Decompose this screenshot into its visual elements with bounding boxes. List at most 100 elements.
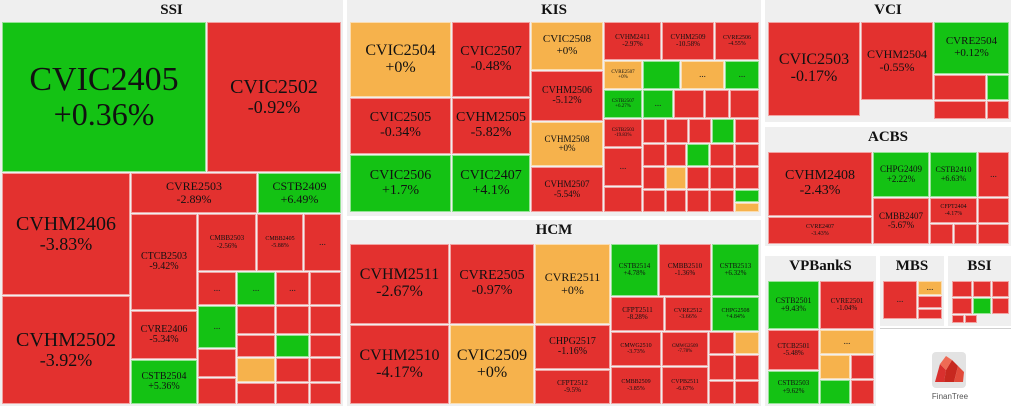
treemap-tile[interactable]: CVRE2407 -3.43% [768,217,872,244]
treemap-tile[interactable]: CVIC2507 -0.48% [452,22,530,97]
treemap-tile[interactable]: CVHM2504 -0.55% [861,22,933,100]
treemap-tile[interactable]: CSTB2513 +6.32% [712,244,759,296]
treemap-tile[interactable]: CVIC2407 +4.1% [452,155,530,212]
treemap-small-tile[interactable] [954,224,977,244]
treemap-small-tile[interactable] [710,144,734,166]
treemap-small-tile[interactable] [820,380,850,404]
treemap-small-tile[interactable] [666,167,686,189]
treemap-tile[interactable]: CSTB2514 +4.78% [611,244,658,296]
treemap-small-tile[interactable] [820,355,850,379]
treemap-small-tile[interactable] [276,306,309,334]
treemap-tile[interactable]: CVHM2506 -5.12% [531,71,603,121]
treemap-small-tile[interactable] [918,296,942,308]
treemap-small-tile[interactable] [237,358,275,382]
treemap-tile[interactable]: CVHM2406 -3.83% [2,173,130,295]
treemap-small-tile[interactable] [710,190,734,212]
treemap-small-tile[interactable] [276,358,309,382]
treemap-tile[interactable]: CMBB2405 -5.88% [257,214,303,271]
treemap-tile[interactable]: CTCB2503 -9.42% [131,214,197,310]
treemap-small-tile[interactable] [712,119,734,143]
treemap-small-tile[interactable] [709,381,734,404]
treemap-tile[interactable]: CVIC2509 +0% [450,325,534,404]
treemap-small-tile[interactable] [735,332,759,354]
treemap-tile[interactable]: CVIC2504 +0% [350,22,451,97]
treemap-tile[interactable]: CMBB2510 -1.36% [659,244,711,296]
treemap-tile[interactable]: CVRE2506 -4.55% [715,22,759,60]
treemap-tile[interactable]: CSTB2410 +6.63% [930,152,977,197]
treemap-small-tile[interactable] [310,358,341,382]
treemap-tile[interactable]: CVHM2411 -2.97% [604,22,661,60]
treemap-small-tile[interactable] [851,380,874,404]
treemap-small-tile[interactable] [604,187,642,212]
treemap-small-tile[interactable] [952,281,972,297]
treemap-small-tile[interactable] [687,144,709,166]
treemap-small-tile[interactable] [237,383,275,404]
treemap-small-tile[interactable] [930,224,953,244]
treemap-tile[interactable]: CVRE2512 -3.66% [665,297,711,331]
treemap-tile[interactable]: CTCB2501 -5.48% [768,330,819,370]
treemap-small-tile[interactable] [310,335,341,357]
treemap-small-tile[interactable] [730,90,759,118]
treemap-tile[interactable]: CVHM2505 -5.82% [452,98,530,154]
treemap-small-tile[interactable] [643,119,665,143]
treemap-small-tile[interactable] [934,75,986,100]
treemap-tile[interactable]: CVHM2509 -10.58% [662,22,714,60]
treemap-small-tile[interactable]: ... [643,90,673,118]
treemap-small-tile[interactable] [666,144,686,166]
treemap-tile[interactable]: CSTB2507 +6.27% [604,90,642,118]
treemap-small-tile[interactable]: ... [918,281,942,295]
treemap-tile[interactable]: CMBB2503 -2.56% [198,214,256,271]
treemap-tile[interactable]: CVIC2506 +1.7% [350,155,451,212]
treemap-small-tile[interactable]: ... [198,306,236,348]
treemap-small-tile[interactable]: ... [725,61,759,89]
treemap-small-tile[interactable] [643,190,665,212]
treemap-small-tile[interactable] [687,190,709,212]
treemap-small-tile[interactable] [643,61,680,89]
treemap-tile[interactable]: CSTB2503 +9.62% [768,371,819,404]
treemap-small-tile[interactable] [735,355,759,380]
treemap-small-tile[interactable] [643,144,665,166]
treemap-tile[interactable]: CFPT2511 -8.28% [611,297,664,331]
treemap-tile[interactable]: CFPT2404 -4.17% [930,198,977,223]
treemap-tile[interactable]: CVRE2511 +0% [535,244,610,324]
treemap-small-tile[interactable] [674,90,704,118]
treemap-small-tile[interactable] [918,309,942,319]
treemap-small-tile[interactable]: ... [681,61,724,89]
treemap-tile[interactable]: CSTB2409 +6.49% [258,173,341,213]
treemap-small-tile[interactable]: ... [604,148,642,186]
treemap-tile[interactable]: CVIC2503 -0.17% [768,22,860,116]
treemap-small-tile[interactable] [952,315,964,323]
treemap-tile[interactable]: CMWG2510 -3.73% [611,332,661,366]
treemap-tile[interactable]: CVIC2505 -0.34% [350,98,451,154]
treemap-tile[interactable]: CHPG2409 +2.22% [873,152,929,197]
treemap-small-tile[interactable] [978,224,1009,244]
treemap-tile[interactable]: CVPB2511 -6.67% [662,367,708,404]
treemap-tile[interactable]: CVRE2501 -1.04% [820,281,874,329]
treemap-tile[interactable]: CSTB2503 -19.83% [604,119,642,147]
treemap-small-tile[interactable] [952,298,972,314]
treemap-small-tile[interactable]: ... [237,272,275,305]
treemap-tile[interactable]: CVHM2510 -4.17% [350,325,449,404]
treemap-small-tile[interactable] [709,332,734,354]
treemap-small-tile[interactable] [735,119,759,143]
treemap-small-tile[interactable]: ... [276,272,309,305]
treemap-tile[interactable]: CVHM2507 -5.54% [531,167,603,212]
treemap-tile[interactable]: CVIC2405 +0.36% [2,22,206,172]
treemap-small-tile[interactable] [735,144,759,166]
treemap-small-tile[interactable] [310,306,341,334]
treemap-small-tile[interactable] [666,119,688,143]
treemap-tile[interactable]: CVHM2408 -2.43% [768,152,872,216]
treemap-small-tile[interactable]: ... [198,272,236,305]
treemap-small-tile[interactable] [735,203,759,212]
treemap-small-tile[interactable] [310,383,341,404]
treemap-small-tile[interactable] [310,272,341,305]
treemap-tile[interactable]: CFPT2512 -9.5% [535,370,610,404]
treemap-small-tile[interactable]: ... [883,281,917,319]
treemap-small-tile[interactable] [237,306,275,334]
treemap-small-tile[interactable] [973,281,991,297]
treemap-small-tile[interactable] [710,167,734,189]
treemap-small-tile[interactable]: ... [304,214,341,271]
treemap-small-tile[interactable] [987,101,1009,119]
treemap-small-tile[interactable] [198,378,236,404]
treemap-small-tile[interactable] [735,167,759,189]
